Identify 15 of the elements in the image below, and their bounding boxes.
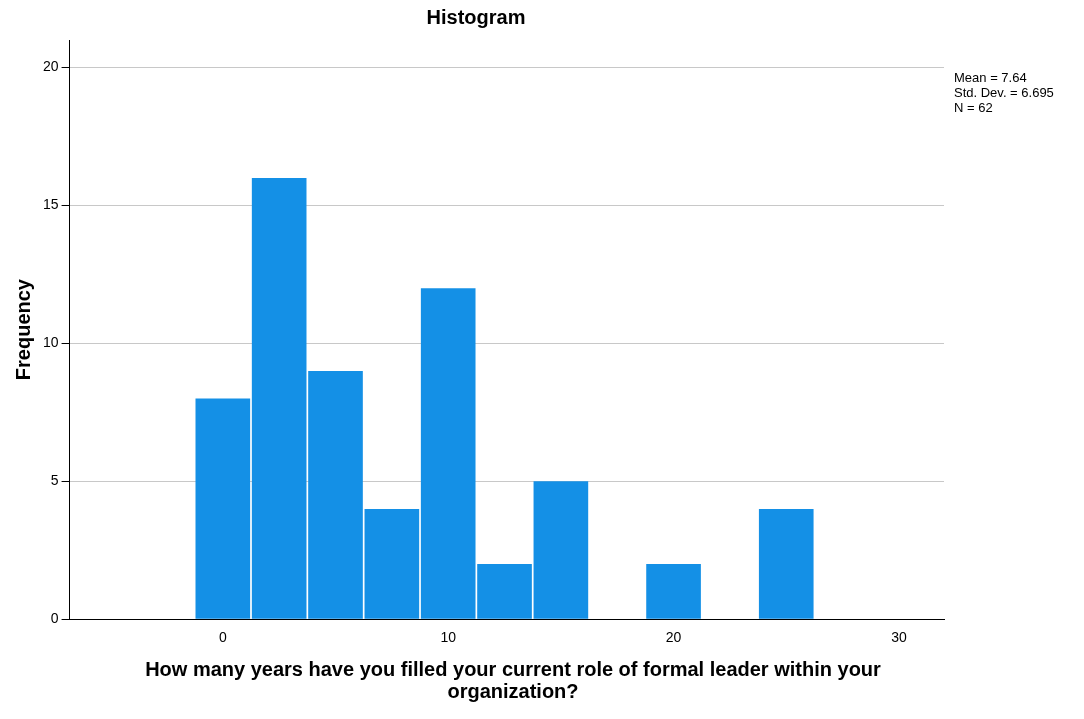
y-tick-label: 20 xyxy=(42,58,59,75)
x-axis-title: How many years have you filled your current role of formal leader within your organization? xyxy=(144,658,882,702)
y-tick-label: 0 xyxy=(50,610,59,627)
text: Mean = 7.64 xyxy=(954,70,1028,85)
text: N = 62 xyxy=(954,100,994,115)
x-tick-label: 30 xyxy=(891,629,907,646)
chart-title: Histogram xyxy=(426,5,526,28)
y-axis-title: Frequency xyxy=(11,278,34,381)
y-tick-label: 15 xyxy=(42,196,59,213)
y-tick-label: 10 xyxy=(42,334,59,351)
y-tick-label: 5 xyxy=(50,472,59,489)
x-tick-label: 0 xyxy=(218,629,227,646)
x-tick-label: 20 xyxy=(665,629,682,646)
text: Std. Dev. = 6.695 xyxy=(954,85,1054,100)
x-tick-label: 10 xyxy=(440,629,457,646)
